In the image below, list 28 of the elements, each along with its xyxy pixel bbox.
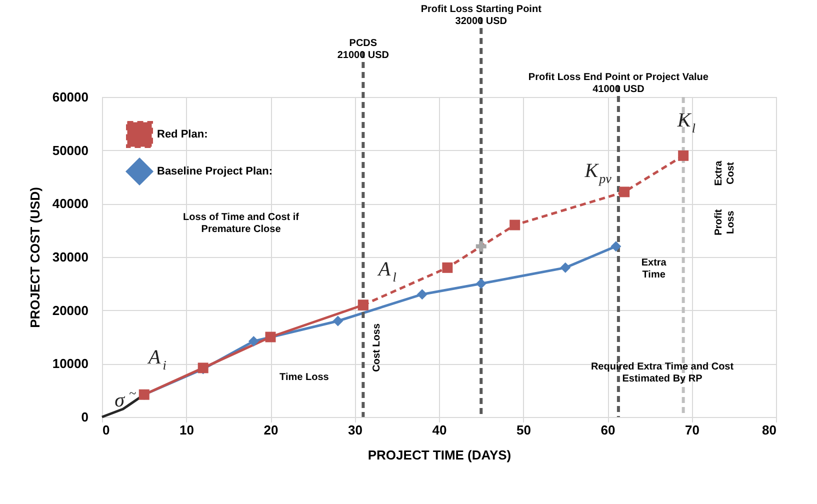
annotation: Extra Time	[641, 257, 667, 280]
y-tick-label: 30000	[52, 250, 88, 264]
annotation: Cost Loss	[372, 323, 383, 372]
x-tick-label: 40	[432, 422, 447, 438]
x-tick-label: 80	[762, 422, 776, 438]
y-tick-label: 40000	[52, 196, 88, 212]
x-tick-label: 0	[102, 422, 110, 438]
y-tick-label: 50000	[52, 142, 88, 158]
y-tick-label: 20000	[52, 302, 88, 318]
legend-label: Red Plan:	[157, 128, 208, 140]
y-axis-title: PROJECT COST (USD)	[27, 187, 42, 328]
x-tick-label: 20	[264, 422, 278, 438]
x-axis-title: PROJECT TIME (DAYS)	[368, 448, 512, 462]
x-tick-label: 60	[600, 422, 616, 438]
annotation: Profit Loss	[714, 208, 737, 236]
annotation: Loss of Time and Cost if Premature Close	[183, 212, 300, 235]
annotation: Time Loss	[280, 372, 330, 383]
legend-label: Baseline Project Plan:	[157, 166, 273, 178]
x-tick-label: 50	[516, 422, 531, 438]
y-tick-label: 0	[81, 410, 88, 424]
annotation: Extra Cost	[714, 160, 737, 186]
y-tick-label: 10000	[52, 356, 88, 372]
x-tick-label: 70	[685, 422, 700, 438]
x-tick-label: 10	[180, 422, 194, 438]
y-tick-label: 60000	[52, 90, 88, 104]
annotation: σ~	[114, 385, 136, 412]
annotation: Required Extra Time and Cost Estimated By RP	[590, 361, 734, 384]
x-tick-label: 30	[348, 422, 362, 438]
